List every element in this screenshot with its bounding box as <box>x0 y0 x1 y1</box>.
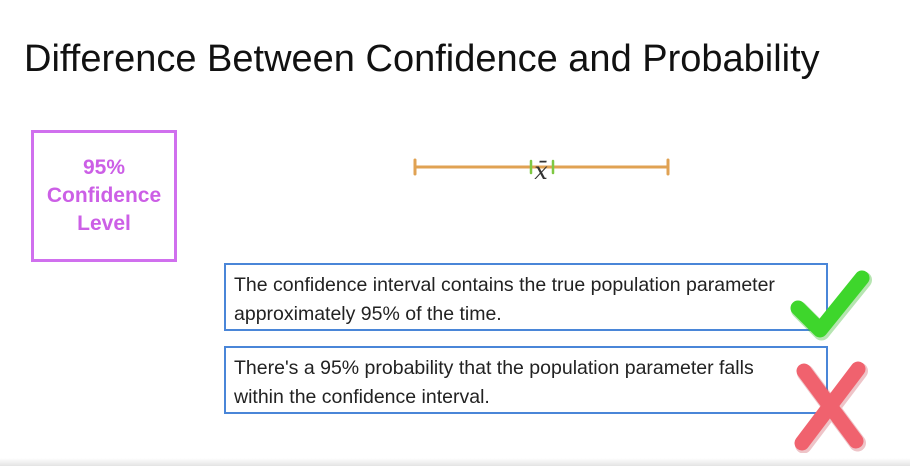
incorrect-statement-box: There's a 95% probability that the popul… <box>224 346 828 414</box>
confidence-word: Confidence <box>46 184 162 207</box>
confidence-interval-diagram: x̄ <box>413 157 670 185</box>
confidence-level-label: 95% Confidence Level <box>47 154 161 238</box>
confidence-level-box: 95% Confidence Level <box>31 130 177 262</box>
sample-mean-label: x̄ <box>534 157 548 185</box>
incorrect-statement-line-1: There's a 95% probability that the popul… <box>234 357 754 379</box>
correct-statement-box: The confidence interval contains the tru… <box>224 263 828 331</box>
correct-statement-line-1: The confidence interval contains the tru… <box>234 274 775 296</box>
level-word: Level <box>77 212 131 235</box>
confidence-percent: 95% <box>82 156 126 179</box>
correct-statement-line-2: approximately 95% of the time. <box>234 303 502 325</box>
cross-icon <box>794 361 868 453</box>
incorrect-statement-line-2: within the confidence interval. <box>234 386 490 408</box>
slide-title: Difference Between Confidence and Probab… <box>24 38 820 80</box>
bottom-shadow <box>0 458 910 466</box>
check-icon <box>790 270 872 341</box>
